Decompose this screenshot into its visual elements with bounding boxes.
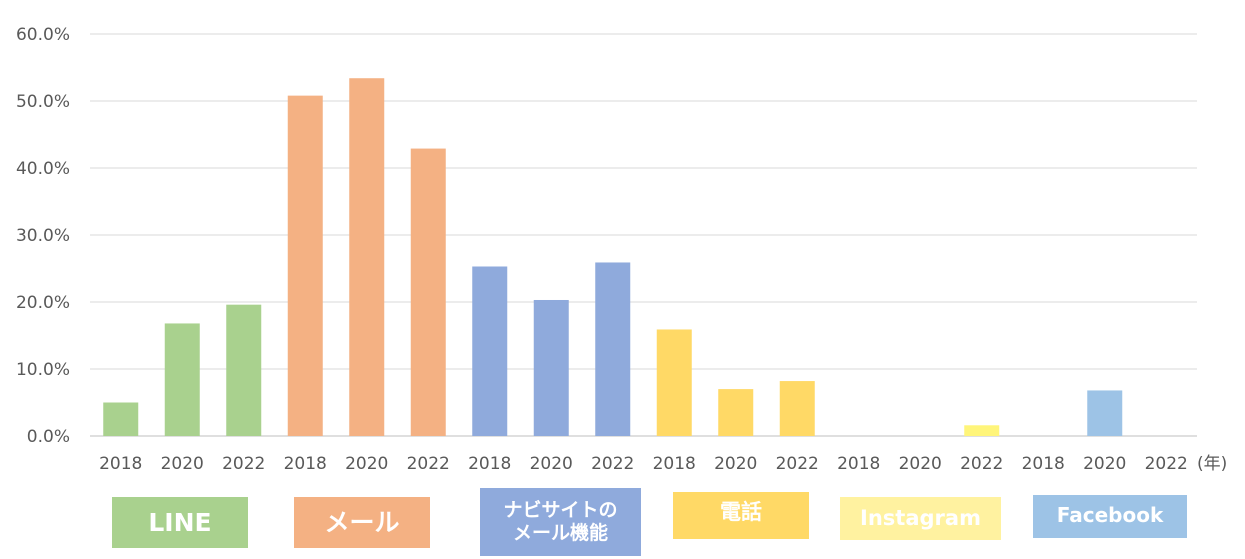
bar xyxy=(226,304,262,436)
x-tick-label: 2022 xyxy=(1145,454,1188,474)
x-tick-label: 2020 xyxy=(345,454,388,474)
bar xyxy=(533,299,569,436)
legend-line: LINE xyxy=(112,497,248,548)
y-tick-label: 30.0% xyxy=(16,226,70,246)
y-axis-ticks: 0.0% 10.0% 20.0% 30.0% 40.0% 50.0% 60.0% xyxy=(16,25,70,447)
legend-mail: メール xyxy=(294,497,430,548)
x-tick-label: 2020 xyxy=(530,454,573,474)
x-tick-label: 2022 xyxy=(960,454,1003,474)
y-tick-label: 10.0% xyxy=(16,360,70,380)
x-tick-label: 2022 xyxy=(591,454,634,474)
gridlines xyxy=(90,33,1197,437)
bars xyxy=(103,78,1123,436)
legend-phone-label: 電話 xyxy=(720,500,762,524)
legend-instagram-label: Instagram xyxy=(860,505,981,530)
bar xyxy=(964,425,1000,436)
bar xyxy=(595,262,631,436)
bar xyxy=(472,266,508,436)
x-tick-label: 2022 xyxy=(407,454,450,474)
y-tick-label: 60.0% xyxy=(16,25,70,45)
x-tick-label: 2018 xyxy=(1022,454,1065,474)
legend-mail-label: メール xyxy=(324,507,400,537)
y-tick-label: 0.0% xyxy=(27,427,70,447)
x-tick-label: 2020 xyxy=(899,454,942,474)
bar xyxy=(718,389,754,436)
bar xyxy=(779,381,815,436)
bar xyxy=(1087,390,1123,436)
x-tick-label: 2018 xyxy=(99,454,142,474)
legend-navi-mail-label-line1: ナビサイトの xyxy=(503,499,618,522)
x-axis-unit: (年) xyxy=(1197,454,1227,474)
x-tick-label: 2020 xyxy=(161,454,204,474)
legend-line-label: LINE xyxy=(148,507,212,537)
bar xyxy=(656,329,692,436)
x-tick-label: 2020 xyxy=(714,454,757,474)
x-tick-label: 2022 xyxy=(222,454,265,474)
x-tick-label: 2020 xyxy=(1083,454,1126,474)
bar xyxy=(410,148,446,436)
y-tick-label: 40.0% xyxy=(16,159,70,179)
legend-facebook: Facebook xyxy=(1033,495,1187,538)
x-axis-ticks: 2018 2020 2022 2018 2020 2022 2018 2020 2022 2018… xyxy=(99,454,1188,474)
x-tick-label: 2022 xyxy=(776,454,819,474)
y-tick-label: 50.0% xyxy=(16,92,70,112)
bar xyxy=(164,323,200,436)
x-tick-label: 2018 xyxy=(468,454,511,474)
x-tick-label: 2018 xyxy=(653,454,696,474)
x-tick-label: 2018 xyxy=(837,454,880,474)
bar xyxy=(103,402,139,436)
bar xyxy=(349,78,385,436)
legend-phone: 電話 xyxy=(673,492,809,539)
y-tick-label: 20.0% xyxy=(16,293,70,313)
legend-navi-mail: ナビサイトの メール機能 xyxy=(480,488,641,556)
legend-instagram: Instagram xyxy=(840,497,1001,540)
bar xyxy=(287,95,323,436)
legend-facebook-label: Facebook xyxy=(1056,503,1164,527)
legend-navi-mail-label-line2: メール機能 xyxy=(512,522,608,544)
x-tick-label: 2018 xyxy=(284,454,327,474)
